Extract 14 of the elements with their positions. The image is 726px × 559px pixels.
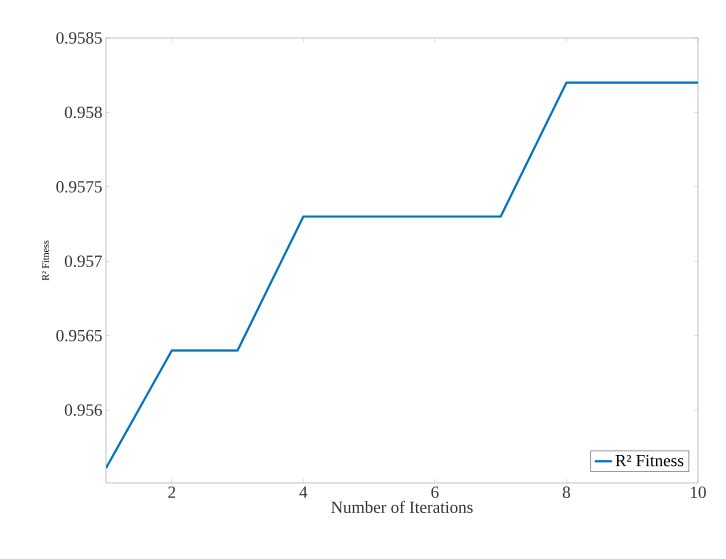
x-axis-title: Number of Iterations: [331, 500, 473, 513]
y-tick-label: 0.9575: [56, 181, 102, 193]
y-tick-label: 0.9585: [56, 32, 102, 44]
y-tick-label: 0.956: [64, 404, 102, 416]
legend-label: R² Fitness: [616, 454, 684, 466]
x-tick-label: 2: [168, 486, 176, 498]
y-tick-label: 0.9565: [56, 330, 102, 342]
y-tick-label: 0.957: [64, 255, 102, 267]
y-axis-title: R² Fitness: [42, 240, 49, 280]
x-tick-label: 10: [690, 486, 706, 498]
x-tick-label: 6: [431, 486, 439, 498]
x-tick-label: 4: [299, 486, 308, 498]
x-tick-label: 8: [562, 486, 570, 498]
y-tick-label: 0.958: [64, 106, 102, 118]
